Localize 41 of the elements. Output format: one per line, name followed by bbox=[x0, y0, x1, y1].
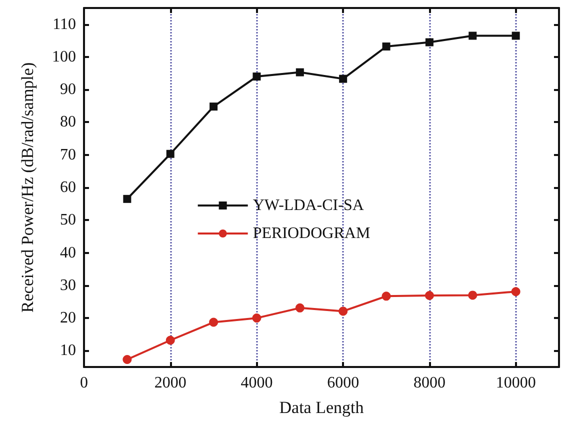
x-tick-label: 6000 bbox=[327, 374, 360, 392]
y-tick-label: 20 bbox=[60, 310, 76, 327]
y-tick-label: 80 bbox=[60, 114, 76, 131]
y-tick-label: 70 bbox=[60, 146, 76, 164]
point bbox=[382, 42, 390, 51]
point bbox=[123, 194, 132, 203]
point bbox=[252, 314, 262, 323]
point bbox=[382, 292, 391, 301]
point bbox=[468, 32, 477, 40]
point bbox=[210, 102, 218, 111]
y-tick-label: 100 bbox=[52, 48, 76, 66]
point bbox=[512, 32, 520, 40]
y-tick-label: 90 bbox=[60, 81, 76, 98]
y-axis-title: Received Power/Hz (dB/rad/sample) bbox=[18, 62, 37, 313]
point bbox=[339, 74, 348, 83]
point bbox=[166, 150, 174, 158]
x-tick-label: 10000 bbox=[496, 374, 536, 392]
y-tick-label: 110 bbox=[52, 16, 76, 33]
point bbox=[424, 291, 434, 300]
y-tick-label: 60 bbox=[60, 179, 76, 196]
y-tick-label: 10 bbox=[60, 342, 76, 360]
x-axis-title: Data Length bbox=[279, 398, 364, 417]
legend-label: PERIODOGRAM bbox=[252, 225, 370, 242]
x-tick-label: 0 bbox=[80, 374, 88, 392]
legend-label: YW-LDA-CI-SA bbox=[252, 197, 364, 214]
x-tick-label: 8000 bbox=[413, 374, 446, 392]
point bbox=[511, 287, 520, 296]
point bbox=[209, 318, 218, 327]
x-tick-label: 2000 bbox=[154, 374, 186, 392]
point bbox=[338, 306, 348, 316]
point bbox=[468, 290, 478, 300]
y-tick-label: 50 bbox=[60, 212, 76, 229]
point bbox=[425, 38, 434, 46]
y-tick-label: 30 bbox=[60, 276, 76, 294]
x-tick-label: 4000 bbox=[240, 374, 273, 392]
point bbox=[252, 72, 261, 81]
y-tick-label: 40 bbox=[60, 244, 76, 262]
point bbox=[166, 336, 175, 345]
point bbox=[122, 354, 132, 364]
point bbox=[295, 303, 304, 312]
point bbox=[296, 68, 304, 76]
